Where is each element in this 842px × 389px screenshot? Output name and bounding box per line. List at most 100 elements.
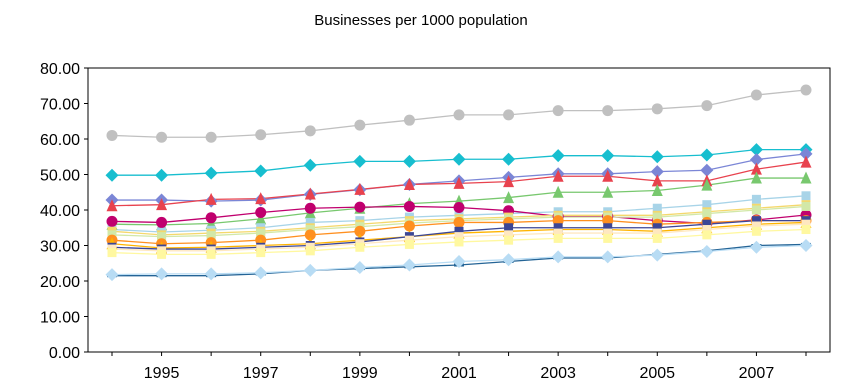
data-point	[652, 223, 662, 233]
data-point	[157, 249, 167, 259]
data-point	[650, 165, 664, 179]
data-point	[603, 233, 613, 243]
data-point	[750, 162, 762, 175]
data-point	[454, 226, 464, 236]
data-point	[651, 174, 663, 187]
data-point	[402, 258, 416, 272]
data-point	[700, 245, 714, 259]
data-point	[353, 154, 367, 168]
data-point	[504, 235, 514, 245]
x-tick-label: 1999	[342, 365, 378, 382]
data-point	[652, 233, 662, 243]
data-point	[502, 253, 516, 267]
data-point	[303, 158, 317, 172]
data-point	[751, 216, 761, 226]
x-tick-label: 2001	[441, 365, 477, 382]
data-point	[749, 240, 763, 254]
data-point	[156, 198, 168, 211]
y-tick-label: 70.00	[40, 97, 80, 114]
data-point	[205, 131, 217, 143]
data-point	[702, 225, 712, 235]
y-tick-label: 10.00	[40, 310, 80, 327]
x-tick-label: 2003	[540, 365, 576, 382]
data-point	[603, 223, 613, 233]
data-point	[255, 212, 267, 225]
data-point	[255, 129, 267, 141]
y-tick-label: 0.00	[49, 345, 80, 362]
data-point	[801, 191, 811, 201]
data-point	[453, 109, 465, 121]
data-point	[254, 164, 268, 178]
data-point	[650, 150, 664, 164]
data-point	[553, 228, 563, 238]
data-point	[354, 182, 366, 195]
data-point	[652, 228, 662, 238]
data-point	[801, 201, 811, 211]
x-tick-label: 1995	[144, 365, 180, 382]
data-point	[204, 267, 218, 281]
data-point	[552, 185, 564, 198]
data-point	[750, 171, 762, 184]
data-point	[304, 125, 316, 137]
data-point	[601, 149, 615, 163]
data-point	[702, 230, 712, 240]
data-point	[453, 176, 465, 189]
data-point	[254, 266, 268, 280]
data-point	[651, 103, 663, 115]
data-point	[105, 168, 119, 182]
data-point	[454, 232, 464, 242]
data-point	[403, 200, 415, 212]
data-point	[155, 267, 169, 281]
data-point	[553, 233, 563, 243]
data-point	[453, 202, 465, 214]
data-point	[701, 100, 713, 112]
data-point	[205, 192, 217, 205]
x-tick-label: 1997	[243, 365, 279, 382]
y-tick-label: 20.00	[40, 274, 80, 291]
data-point	[404, 239, 414, 249]
data-point	[403, 114, 415, 126]
data-point	[255, 206, 267, 218]
y-tick-label: 30.00	[40, 239, 80, 256]
data-point	[303, 263, 317, 277]
data-point	[503, 191, 515, 204]
data-point	[801, 225, 811, 235]
data-point	[799, 147, 813, 161]
data-point	[552, 169, 564, 182]
data-point	[650, 248, 664, 262]
data-point	[354, 119, 366, 131]
data-point	[354, 225, 366, 237]
data-point	[749, 143, 763, 157]
data-point	[403, 177, 415, 190]
data-point	[353, 261, 367, 275]
data-point	[751, 221, 761, 231]
data-point	[502, 152, 516, 166]
data-point	[156, 216, 168, 228]
data-point	[702, 200, 712, 210]
data-point	[749, 153, 763, 167]
data-point	[403, 220, 415, 232]
data-point	[305, 246, 315, 256]
data-point	[402, 154, 416, 168]
data-point	[503, 109, 515, 121]
data-point	[651, 183, 663, 196]
data-point	[355, 242, 365, 252]
data-point	[106, 129, 118, 141]
data-point	[454, 237, 464, 247]
data-point	[305, 217, 315, 227]
data-point	[800, 171, 812, 184]
data-point	[603, 228, 613, 238]
data-point	[800, 84, 812, 96]
data-point	[105, 268, 119, 282]
data-point	[652, 212, 662, 222]
data-point	[206, 231, 216, 241]
y-tick-label: 60.00	[40, 132, 80, 149]
data-point	[452, 254, 466, 268]
chart-title: Businesses per 1000 population	[314, 12, 528, 29]
data-point	[255, 192, 267, 205]
data-point	[551, 250, 565, 264]
data-point	[157, 232, 167, 242]
data-point	[751, 226, 761, 236]
